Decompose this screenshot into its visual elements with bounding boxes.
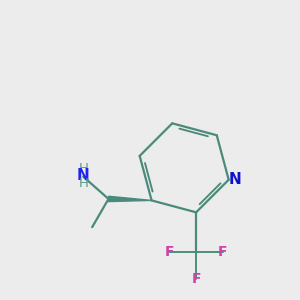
Polygon shape xyxy=(108,196,152,202)
Text: H: H xyxy=(78,177,88,190)
Text: F: F xyxy=(218,245,228,260)
Text: F: F xyxy=(165,245,174,260)
Text: N: N xyxy=(229,172,242,187)
Text: N: N xyxy=(77,168,90,183)
Text: H: H xyxy=(78,162,88,175)
Text: F: F xyxy=(191,272,201,286)
